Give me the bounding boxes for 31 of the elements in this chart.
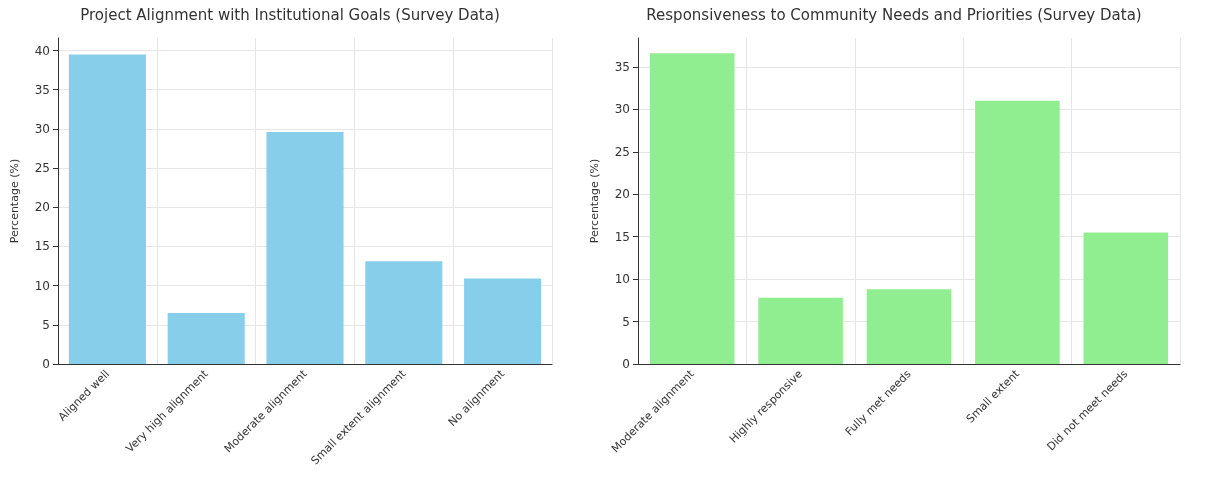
y-tick-label: 10 — [614, 272, 630, 287]
bar — [758, 297, 843, 364]
y-tick-label: 0 — [42, 357, 50, 371]
bar — [649, 53, 735, 364]
y-tick-label: 10 — [34, 278, 50, 293]
y-tick-label: 30 — [34, 121, 50, 136]
y-tick-label: 25 — [34, 161, 50, 176]
y-tick-label: 15 — [34, 239, 50, 254]
y-tick-label: 15 — [614, 229, 630, 244]
bar — [365, 261, 443, 364]
y-tick-label: 30 — [614, 102, 630, 117]
bar — [167, 313, 245, 364]
bar — [1083, 232, 1169, 364]
bar — [464, 278, 542, 364]
y-tick-label: 5 — [42, 317, 50, 332]
bar — [68, 54, 146, 364]
y-tick-label: 25 — [614, 144, 630, 159]
y-axis-title: Percentage (%) — [8, 158, 21, 244]
bar — [866, 289, 952, 364]
y-tick-label: 0 — [622, 357, 630, 371]
y-tick-label: 20 — [614, 187, 630, 202]
y-tick-label: 35 — [614, 59, 630, 74]
bar — [266, 132, 344, 364]
bar — [975, 100, 1060, 364]
chart-title: Project Alignment with Institutional Goals (Survey Data) — [80, 5, 500, 24]
y-tick-label: 20 — [34, 200, 50, 215]
y-axis-title: Percentage (%) — [588, 158, 601, 244]
chart-title: Responsiveness to Community Needs and Priorities (Survey Data) — [646, 5, 1142, 24]
y-tick-label: 5 — [622, 314, 630, 329]
y-tick-label: 40 — [34, 43, 50, 58]
y-tick-label: 35 — [34, 82, 50, 97]
